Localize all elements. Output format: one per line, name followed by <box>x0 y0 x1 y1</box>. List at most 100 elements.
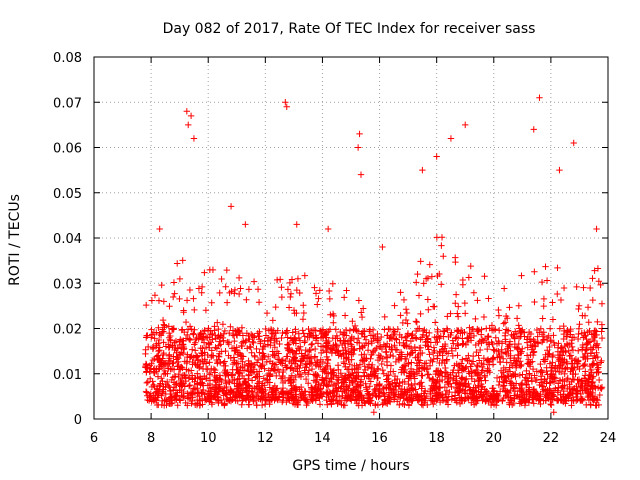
data-point <box>531 268 538 275</box>
data-point <box>216 338 223 345</box>
data-point <box>482 388 489 396</box>
data-point <box>153 368 160 375</box>
data-point <box>384 332 391 339</box>
data-point <box>284 353 291 360</box>
data-point <box>489 355 496 362</box>
data-point <box>201 356 208 363</box>
data-point <box>323 348 330 355</box>
data-point <box>249 361 257 369</box>
data-point <box>449 352 457 360</box>
data-point <box>413 370 421 377</box>
data-point <box>478 336 486 343</box>
data-point <box>198 289 205 296</box>
data-point <box>378 345 386 353</box>
data-point <box>197 344 204 352</box>
data-point <box>177 364 185 371</box>
y-tick-label: 0.08 <box>53 51 82 66</box>
data-point <box>596 391 603 399</box>
data-point <box>493 392 500 399</box>
data-point <box>273 372 280 380</box>
data-point <box>203 365 210 373</box>
data-point <box>216 372 224 379</box>
y-tick-label: 0.03 <box>53 277 82 292</box>
data-point <box>434 272 441 280</box>
data-point <box>368 337 375 345</box>
data-point <box>564 327 571 334</box>
data-point <box>341 379 348 386</box>
data-point <box>579 362 587 370</box>
data-point <box>583 401 590 409</box>
data-point <box>162 384 169 391</box>
data-point <box>240 338 247 345</box>
data-point <box>260 352 267 359</box>
data-point <box>530 336 537 344</box>
data-point <box>164 361 171 369</box>
data-point <box>457 394 465 402</box>
data-point <box>358 343 366 350</box>
data-point <box>455 303 462 310</box>
x-tick-label: 8 <box>147 431 155 446</box>
data-point <box>427 390 434 398</box>
data-point <box>339 347 347 354</box>
data-point <box>214 319 221 326</box>
data-point <box>238 324 246 331</box>
data-point <box>308 365 316 373</box>
data-point <box>192 375 199 382</box>
data-point <box>313 334 320 341</box>
data-point <box>287 365 294 372</box>
data-point <box>219 334 227 342</box>
data-point <box>405 375 412 382</box>
data-point <box>308 340 316 348</box>
data-point <box>279 373 286 381</box>
data-point <box>292 340 300 347</box>
data-point <box>187 367 195 374</box>
data-point <box>193 334 200 342</box>
data-point <box>518 329 525 336</box>
data-point <box>484 357 491 364</box>
data-point <box>483 325 490 332</box>
data-point <box>449 369 456 376</box>
data-point <box>554 364 561 372</box>
data-point <box>273 348 281 355</box>
data-point <box>321 368 329 376</box>
data-point <box>333 343 340 351</box>
data-point <box>452 300 459 307</box>
data-point <box>278 334 285 342</box>
data-point <box>595 278 603 285</box>
data-point <box>292 357 300 365</box>
data-point <box>366 328 373 335</box>
data-point <box>546 343 553 351</box>
data-point <box>574 387 581 394</box>
data-point <box>401 366 409 374</box>
data-point <box>183 108 191 115</box>
data-point <box>448 383 455 391</box>
data-point <box>488 327 496 334</box>
data-point <box>212 378 219 386</box>
data-point <box>538 338 546 346</box>
data-point <box>261 396 269 403</box>
data-point <box>523 367 530 375</box>
data-point <box>497 367 505 374</box>
data-point <box>533 390 540 397</box>
data-point <box>418 379 425 386</box>
data-point <box>239 392 246 399</box>
data-point <box>213 356 220 364</box>
data-point <box>222 362 229 370</box>
data-point <box>594 265 602 272</box>
data-point <box>347 392 354 399</box>
data-point <box>548 364 555 371</box>
data-point <box>390 386 398 394</box>
data-point <box>493 347 501 355</box>
data-point <box>584 304 592 311</box>
data-point <box>484 356 492 363</box>
data-point <box>467 390 474 397</box>
data-point <box>323 374 331 382</box>
data-point <box>148 326 155 333</box>
data-point <box>434 328 441 336</box>
data-point <box>291 360 299 368</box>
data-point <box>278 293 286 301</box>
data-point <box>432 383 440 390</box>
data-point <box>554 290 561 298</box>
data-point <box>379 366 386 374</box>
data-point <box>293 221 300 228</box>
